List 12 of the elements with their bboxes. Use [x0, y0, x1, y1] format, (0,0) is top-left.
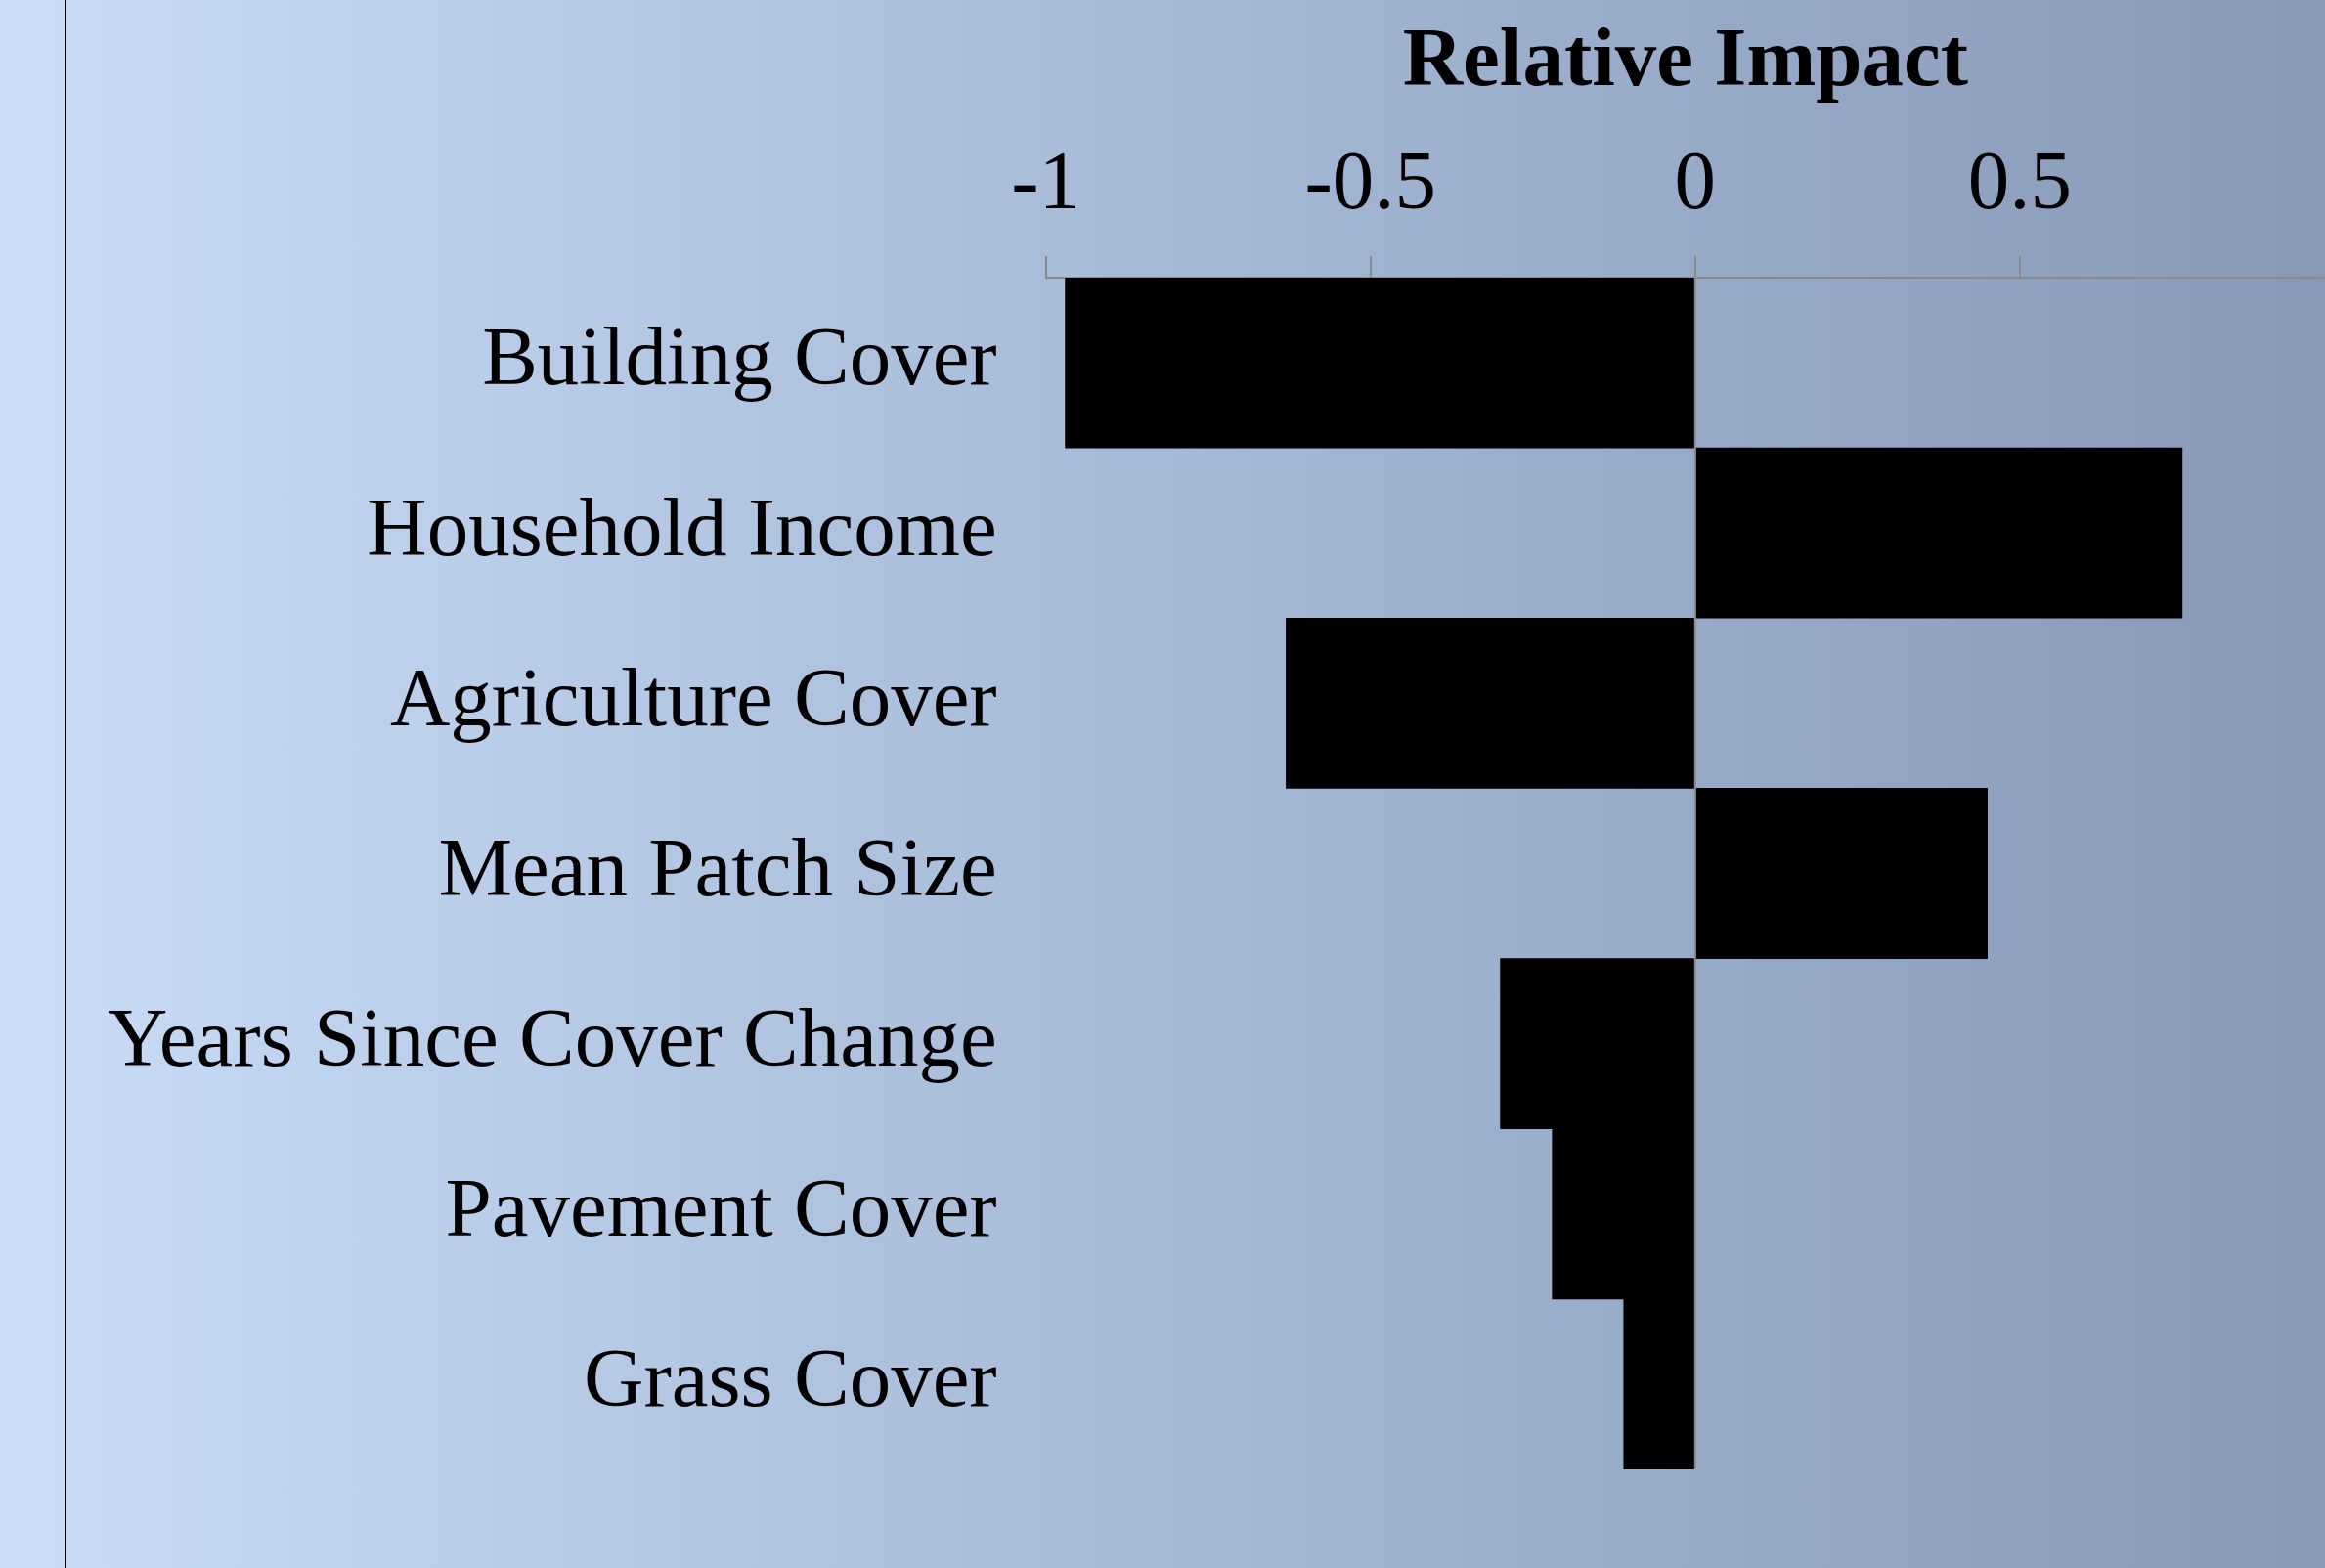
y-tick-label: Grass Cover [584, 1331, 997, 1424]
x-tick-label: -0.5 [1304, 134, 1437, 227]
x-tick-label: 0 [1674, 134, 1717, 227]
y-tick-label: Mean Patch Size [438, 820, 997, 913]
y-tick-label: Pavement Cover [445, 1161, 997, 1254]
x-tick-label: -1 [1011, 134, 1081, 227]
y-tick-label: Agriculture Cover [389, 650, 997, 743]
y-tick-label: Household Income [367, 480, 997, 573]
y-tick-label: Years Since Cover Change [108, 990, 997, 1083]
y-tick-label: Building Cover [482, 310, 997, 403]
x-axis-title: Relative Impact [1402, 10, 1969, 103]
x-tick-label: 0.5 [1967, 134, 2072, 227]
